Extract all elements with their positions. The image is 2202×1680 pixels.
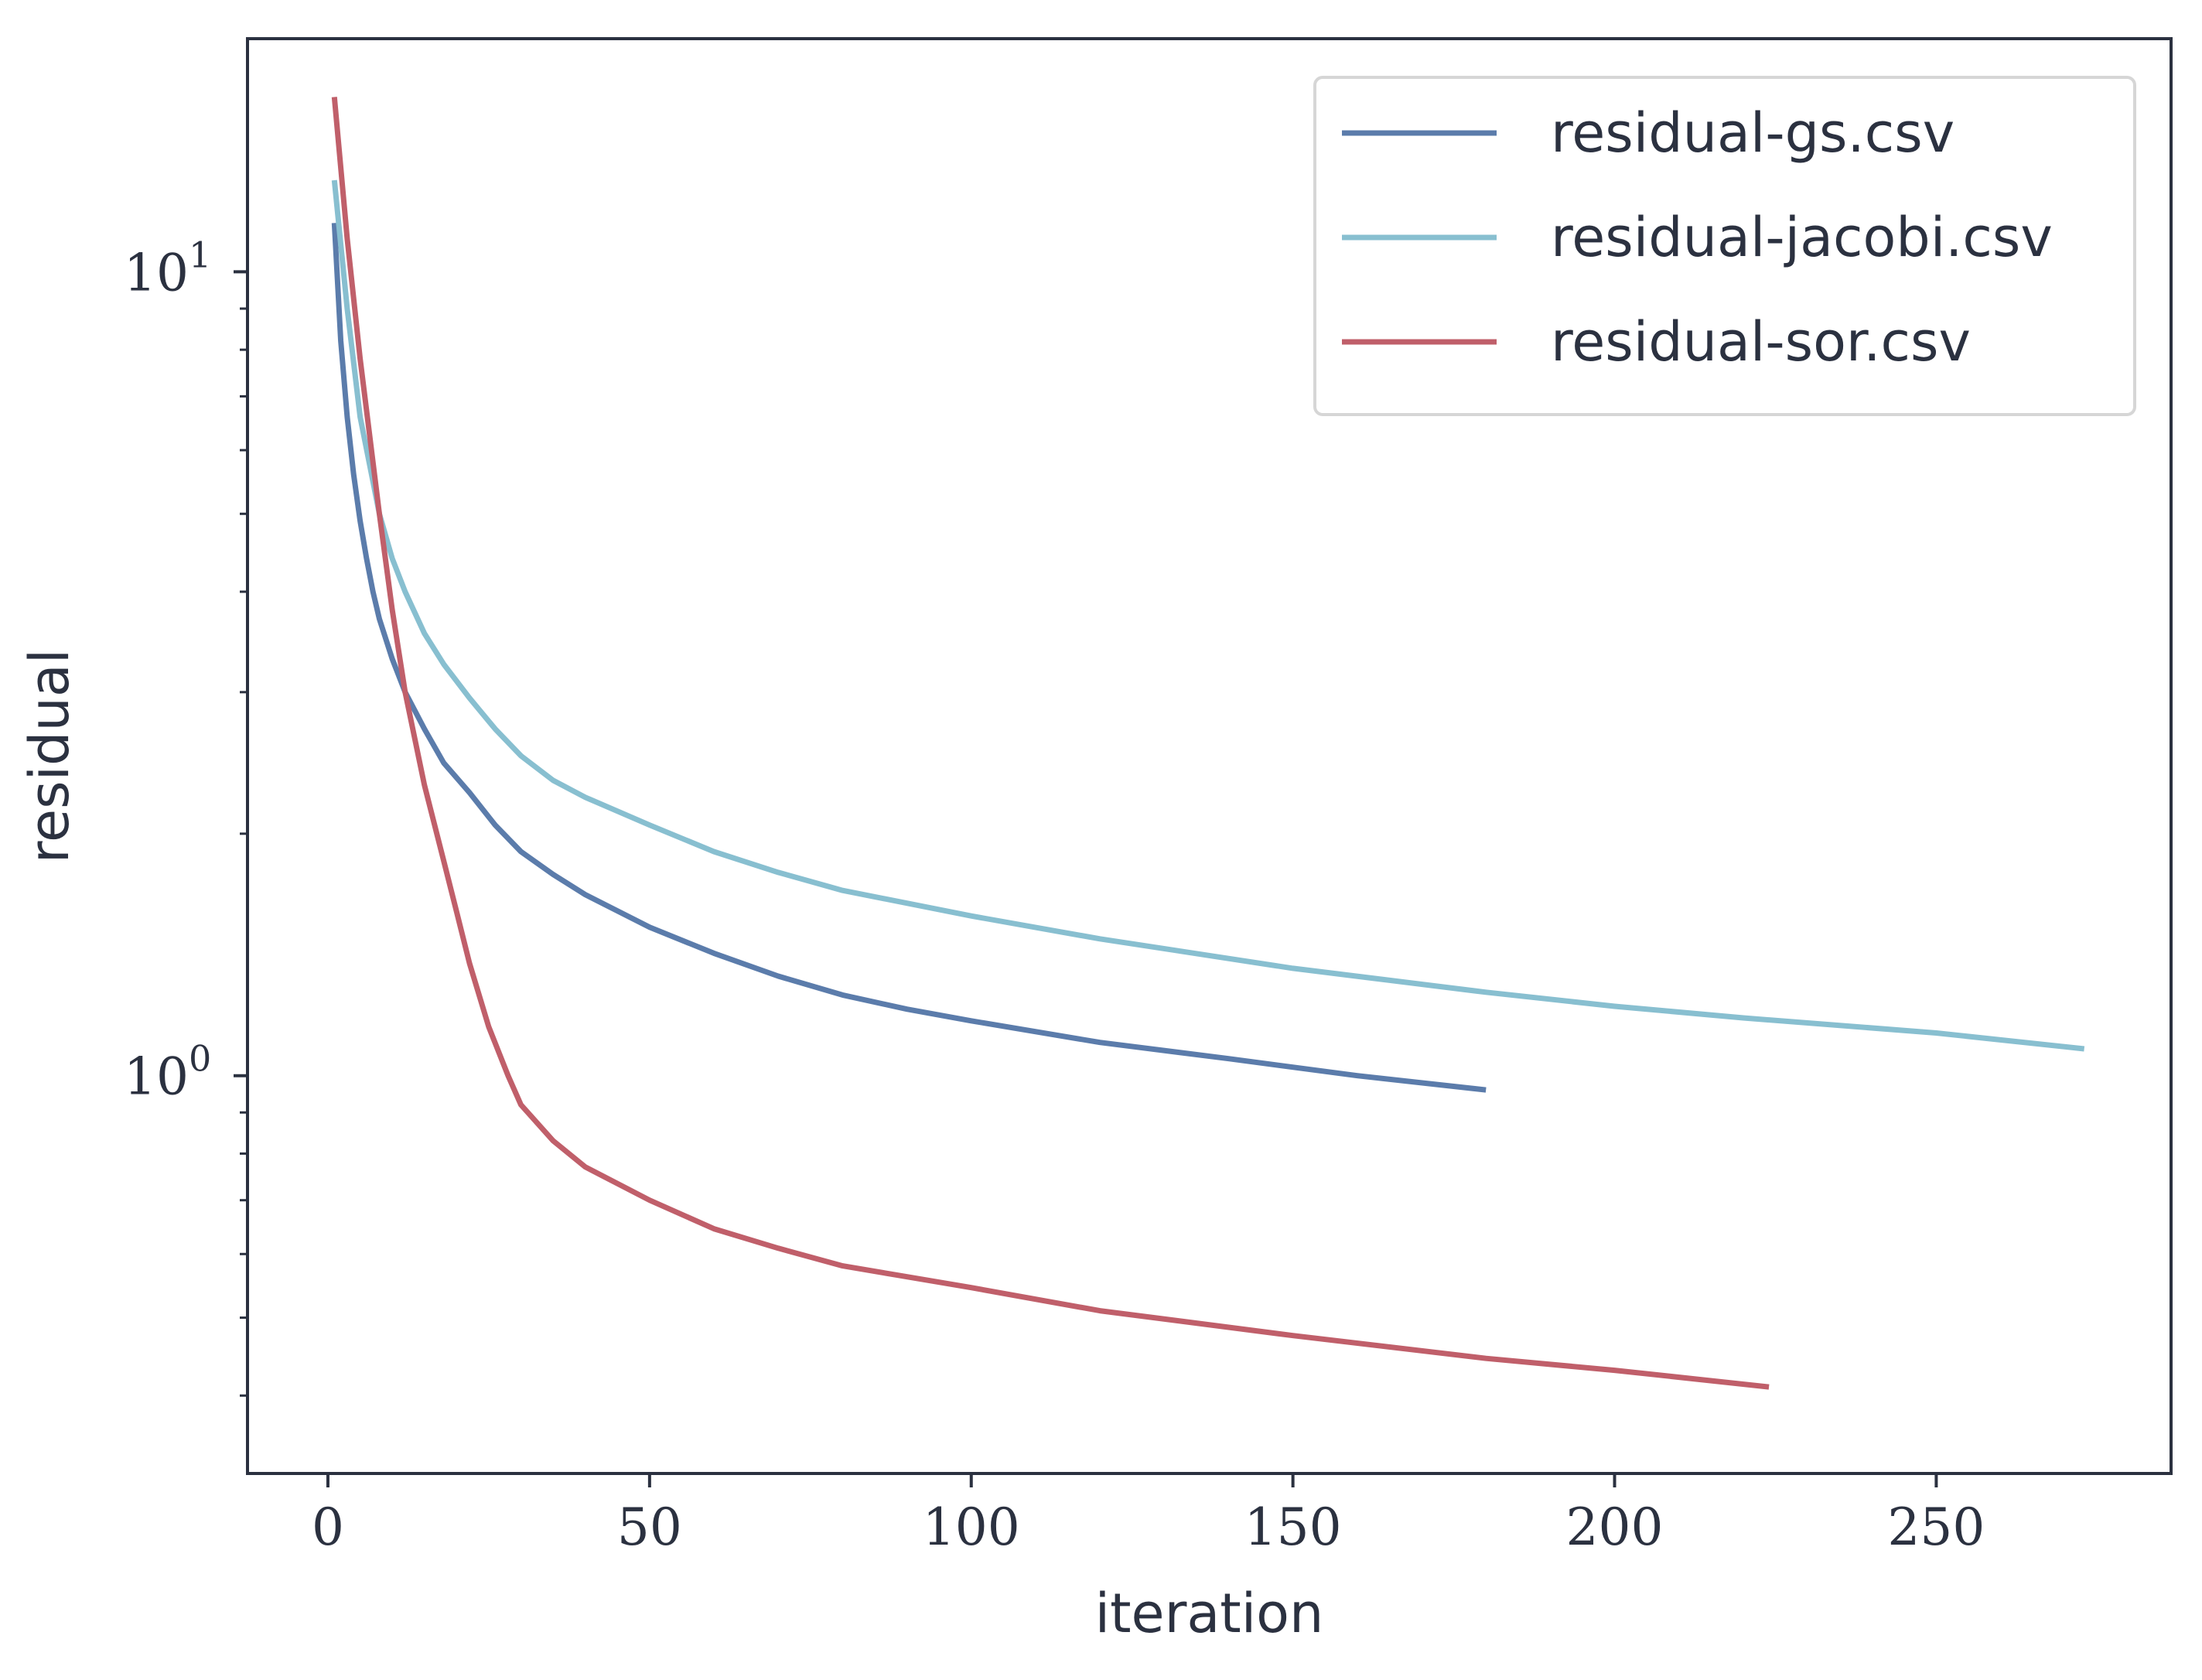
series-line-0	[331, 223, 1487, 1093]
legend: residual-gs.csv residual-jacobi.csv residu…	[1313, 76, 2136, 416]
series-line-2	[331, 97, 1770, 1390]
plot-area	[331, 97, 2085, 1390]
y-tick-exponent: 0	[189, 1038, 211, 1080]
y-tick-base: 10	[124, 243, 189, 302]
y-tick-label: 100	[124, 1038, 211, 1107]
legend-label-0: residual-gs.csv	[1551, 101, 1954, 165]
x-tick-label: 50	[617, 1497, 682, 1557]
axes-frame	[246, 37, 2173, 1475]
y-axis-title: residual	[18, 649, 81, 863]
x-tick-label: 100	[923, 1497, 1020, 1557]
series-line-1	[331, 179, 2085, 1052]
x-tick-label: 250	[1887, 1497, 1985, 1557]
x-tick-label: 200	[1566, 1497, 1664, 1557]
x-axis-title: iteration	[1095, 1582, 1324, 1645]
y-tick-label: 101	[124, 234, 211, 302]
x-tick-label: 0	[312, 1497, 344, 1557]
x-tick-label: 150	[1244, 1497, 1342, 1557]
y-tick-exponent: 1	[189, 234, 211, 275]
legend-box	[1313, 76, 2136, 416]
legend-label-1: residual-jacobi.csv	[1551, 206, 2053, 269]
y-tick-base: 10	[124, 1047, 189, 1107]
legend-label-2: residual-sor.csv	[1551, 310, 1971, 374]
series-group	[331, 97, 2085, 1390]
